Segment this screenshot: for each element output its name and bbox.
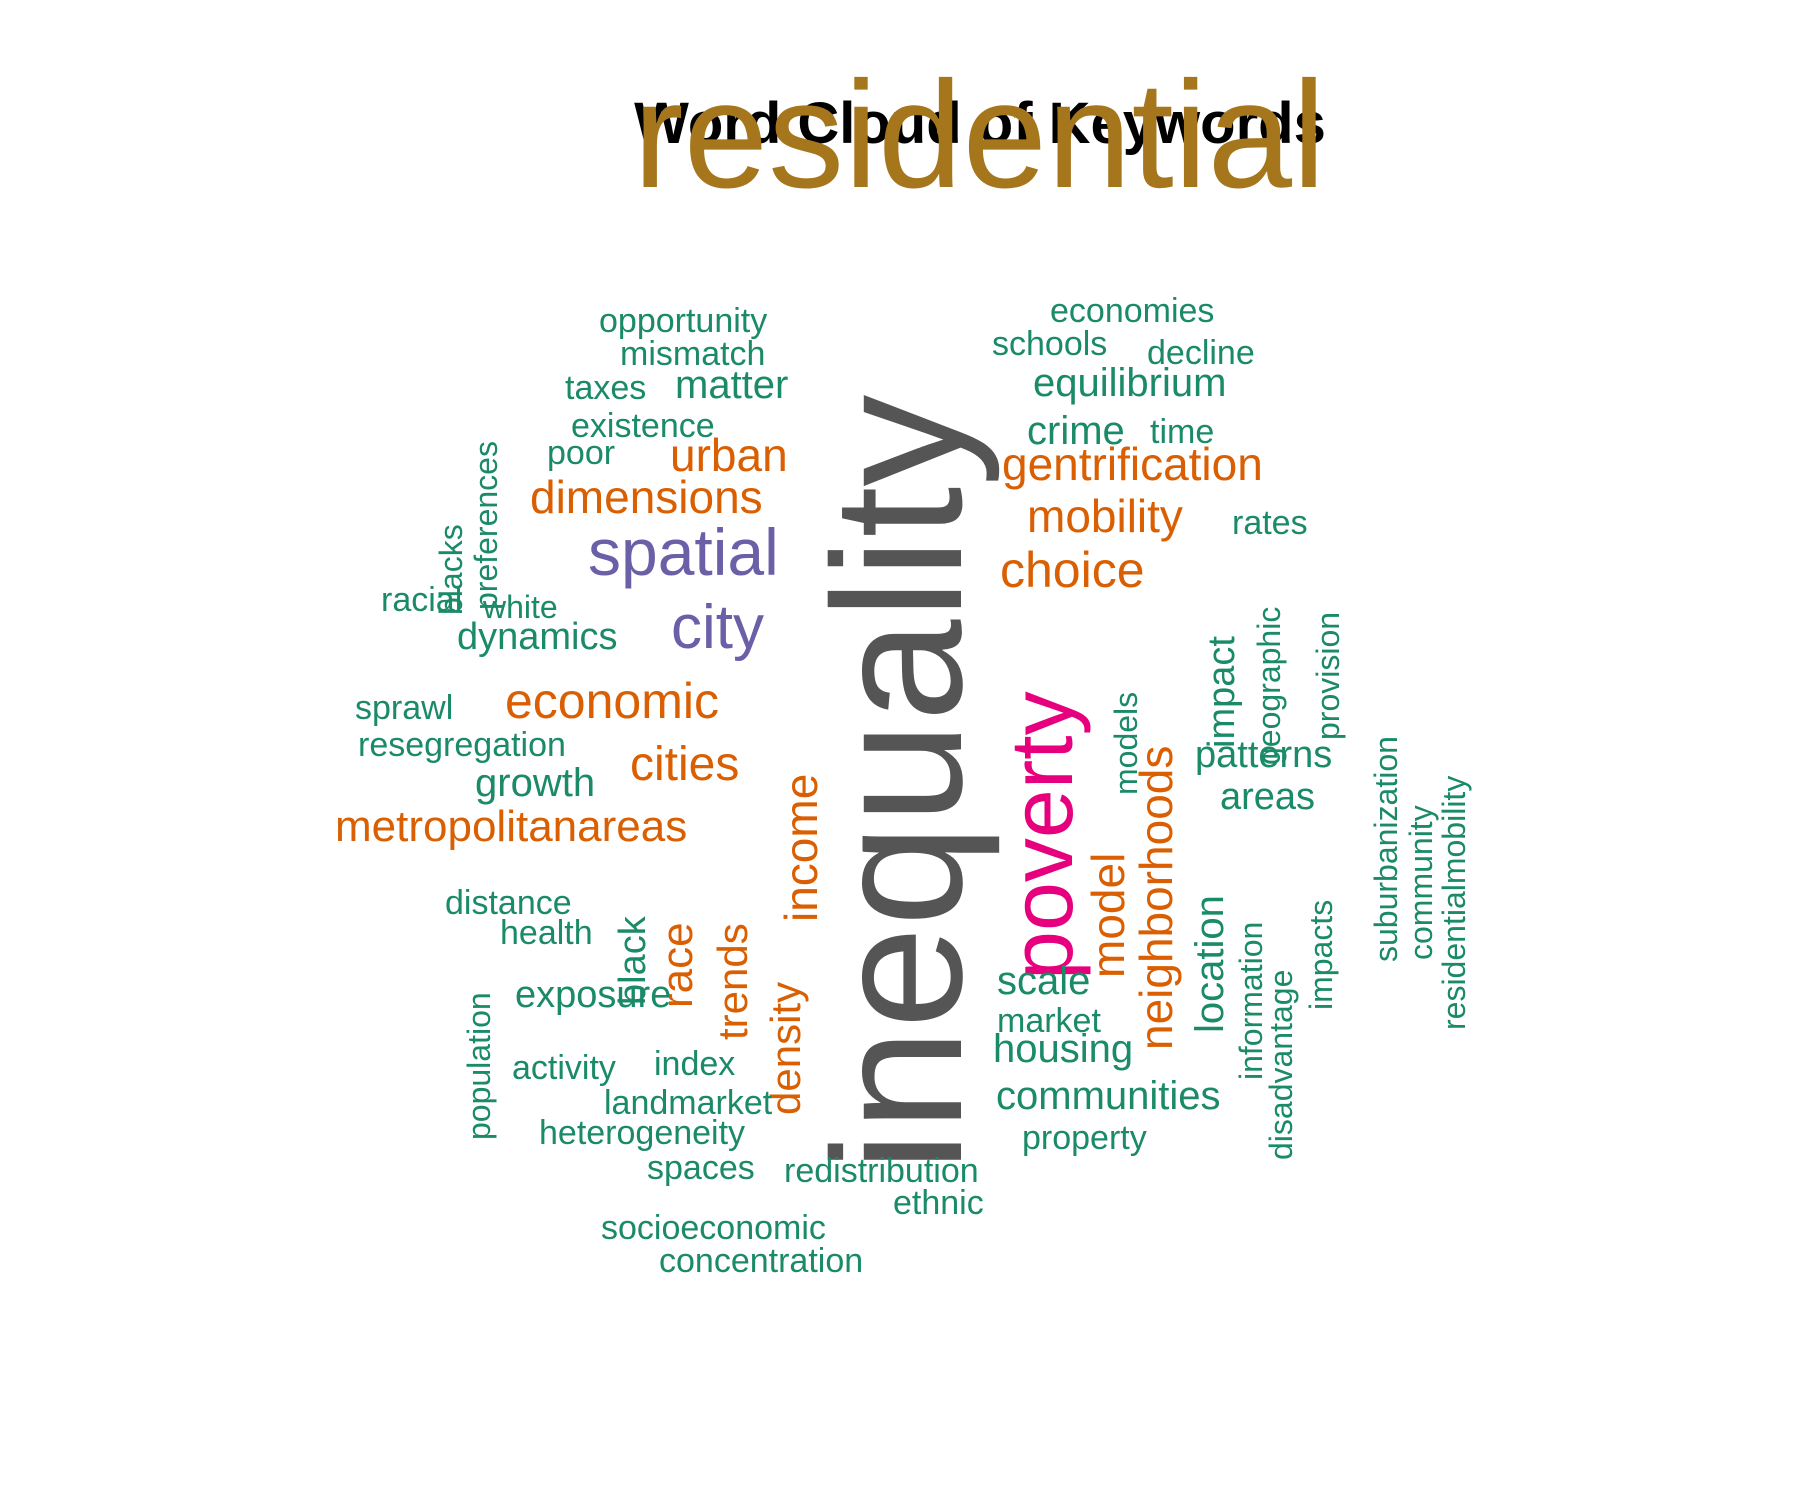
word-income: income [775, 773, 827, 922]
word-impact: impact [1201, 636, 1243, 748]
word-models: models [1108, 691, 1144, 795]
word-ethnic: ethnic [893, 1184, 984, 1223]
word-existence: existence [571, 407, 715, 446]
word-communities: communities [996, 1074, 1221, 1118]
word-impacts: impacts [1303, 899, 1339, 1010]
word-opportunity: opportunity [599, 302, 768, 341]
word-gentrification: gentrification [1002, 437, 1263, 490]
word-exposure: exposure [515, 973, 672, 1016]
word-heterogeneity: heterogeneity [539, 1114, 746, 1153]
word-distance: distance [445, 884, 572, 923]
word-redistribution: redistribution [784, 1152, 979, 1191]
word-taxes: taxes [565, 369, 647, 408]
word-socioeconomic: socioeconomic [601, 1209, 826, 1248]
word-index: index [654, 1045, 736, 1084]
word-economies: economies [1050, 292, 1215, 331]
word-patterns: patterns [1195, 733, 1333, 776]
word-sprawl: sprawl [355, 689, 454, 728]
word-model: model [1082, 852, 1134, 978]
word-landmarket: landmarket [604, 1084, 773, 1123]
word-growth: growth [475, 761, 596, 805]
word-concentration: concentration [659, 1242, 864, 1281]
word-schools: schools [992, 325, 1108, 364]
word-suburbanization: suburbanization [1368, 736, 1404, 962]
word-decline: decline [1147, 334, 1255, 373]
word-trends: trends [709, 923, 756, 1040]
word-metropolitanareas: metropolitanareas [335, 801, 688, 851]
word-inequality: inequality [794, 394, 1000, 1172]
word-spaces: spaces [647, 1149, 755, 1188]
word-housing: housing [993, 1027, 1134, 1071]
word-scale: scale [997, 959, 1091, 1003]
word-location: location [1188, 895, 1232, 1033]
word-mobility: mobility [1027, 489, 1183, 542]
word-poverty: poverty [992, 691, 1091, 980]
word-cities: cities [630, 738, 740, 792]
word-city: city [671, 593, 764, 663]
word-rates: rates [1232, 504, 1308, 543]
word-market: market [997, 1002, 1101, 1041]
word-dimensions: dimensions [530, 470, 763, 523]
word-dynamics: dynamics [457, 615, 618, 658]
word-provision: provision [1310, 611, 1346, 740]
word-activity: activity [512, 1049, 616, 1088]
word-residentialmobility: residentialmobility [1436, 775, 1472, 1030]
word-population: population [461, 992, 497, 1140]
word-spatial: spatial [588, 514, 779, 589]
figure-title: Word Cloud of Keywords [634, 91, 1326, 156]
word-community: community [1403, 805, 1439, 960]
word-matter: matter [675, 363, 789, 407]
word-mismatch: mismatch [620, 335, 766, 374]
word-white: white [483, 588, 558, 625]
word-areas: areas [1220, 775, 1316, 818]
word-racial: racial [381, 581, 463, 620]
word-economic: economic [505, 672, 719, 729]
word-choice: choice [1000, 541, 1145, 598]
word-equilibrium: equilibrium [1033, 361, 1227, 405]
word-crime: crime [1027, 409, 1125, 453]
word-property: property [1022, 1119, 1147, 1158]
word-health: health [500, 914, 593, 953]
word-urban: urban [670, 428, 788, 481]
word-time: time [1150, 413, 1215, 452]
word-residential: residential [633, 49, 1326, 220]
word-resegregation: resegregation [358, 726, 566, 765]
word-preferences: preferences [468, 441, 504, 610]
word-poor: poor [547, 434, 616, 473]
word-disadvantage: disadvantage [1263, 969, 1299, 1160]
